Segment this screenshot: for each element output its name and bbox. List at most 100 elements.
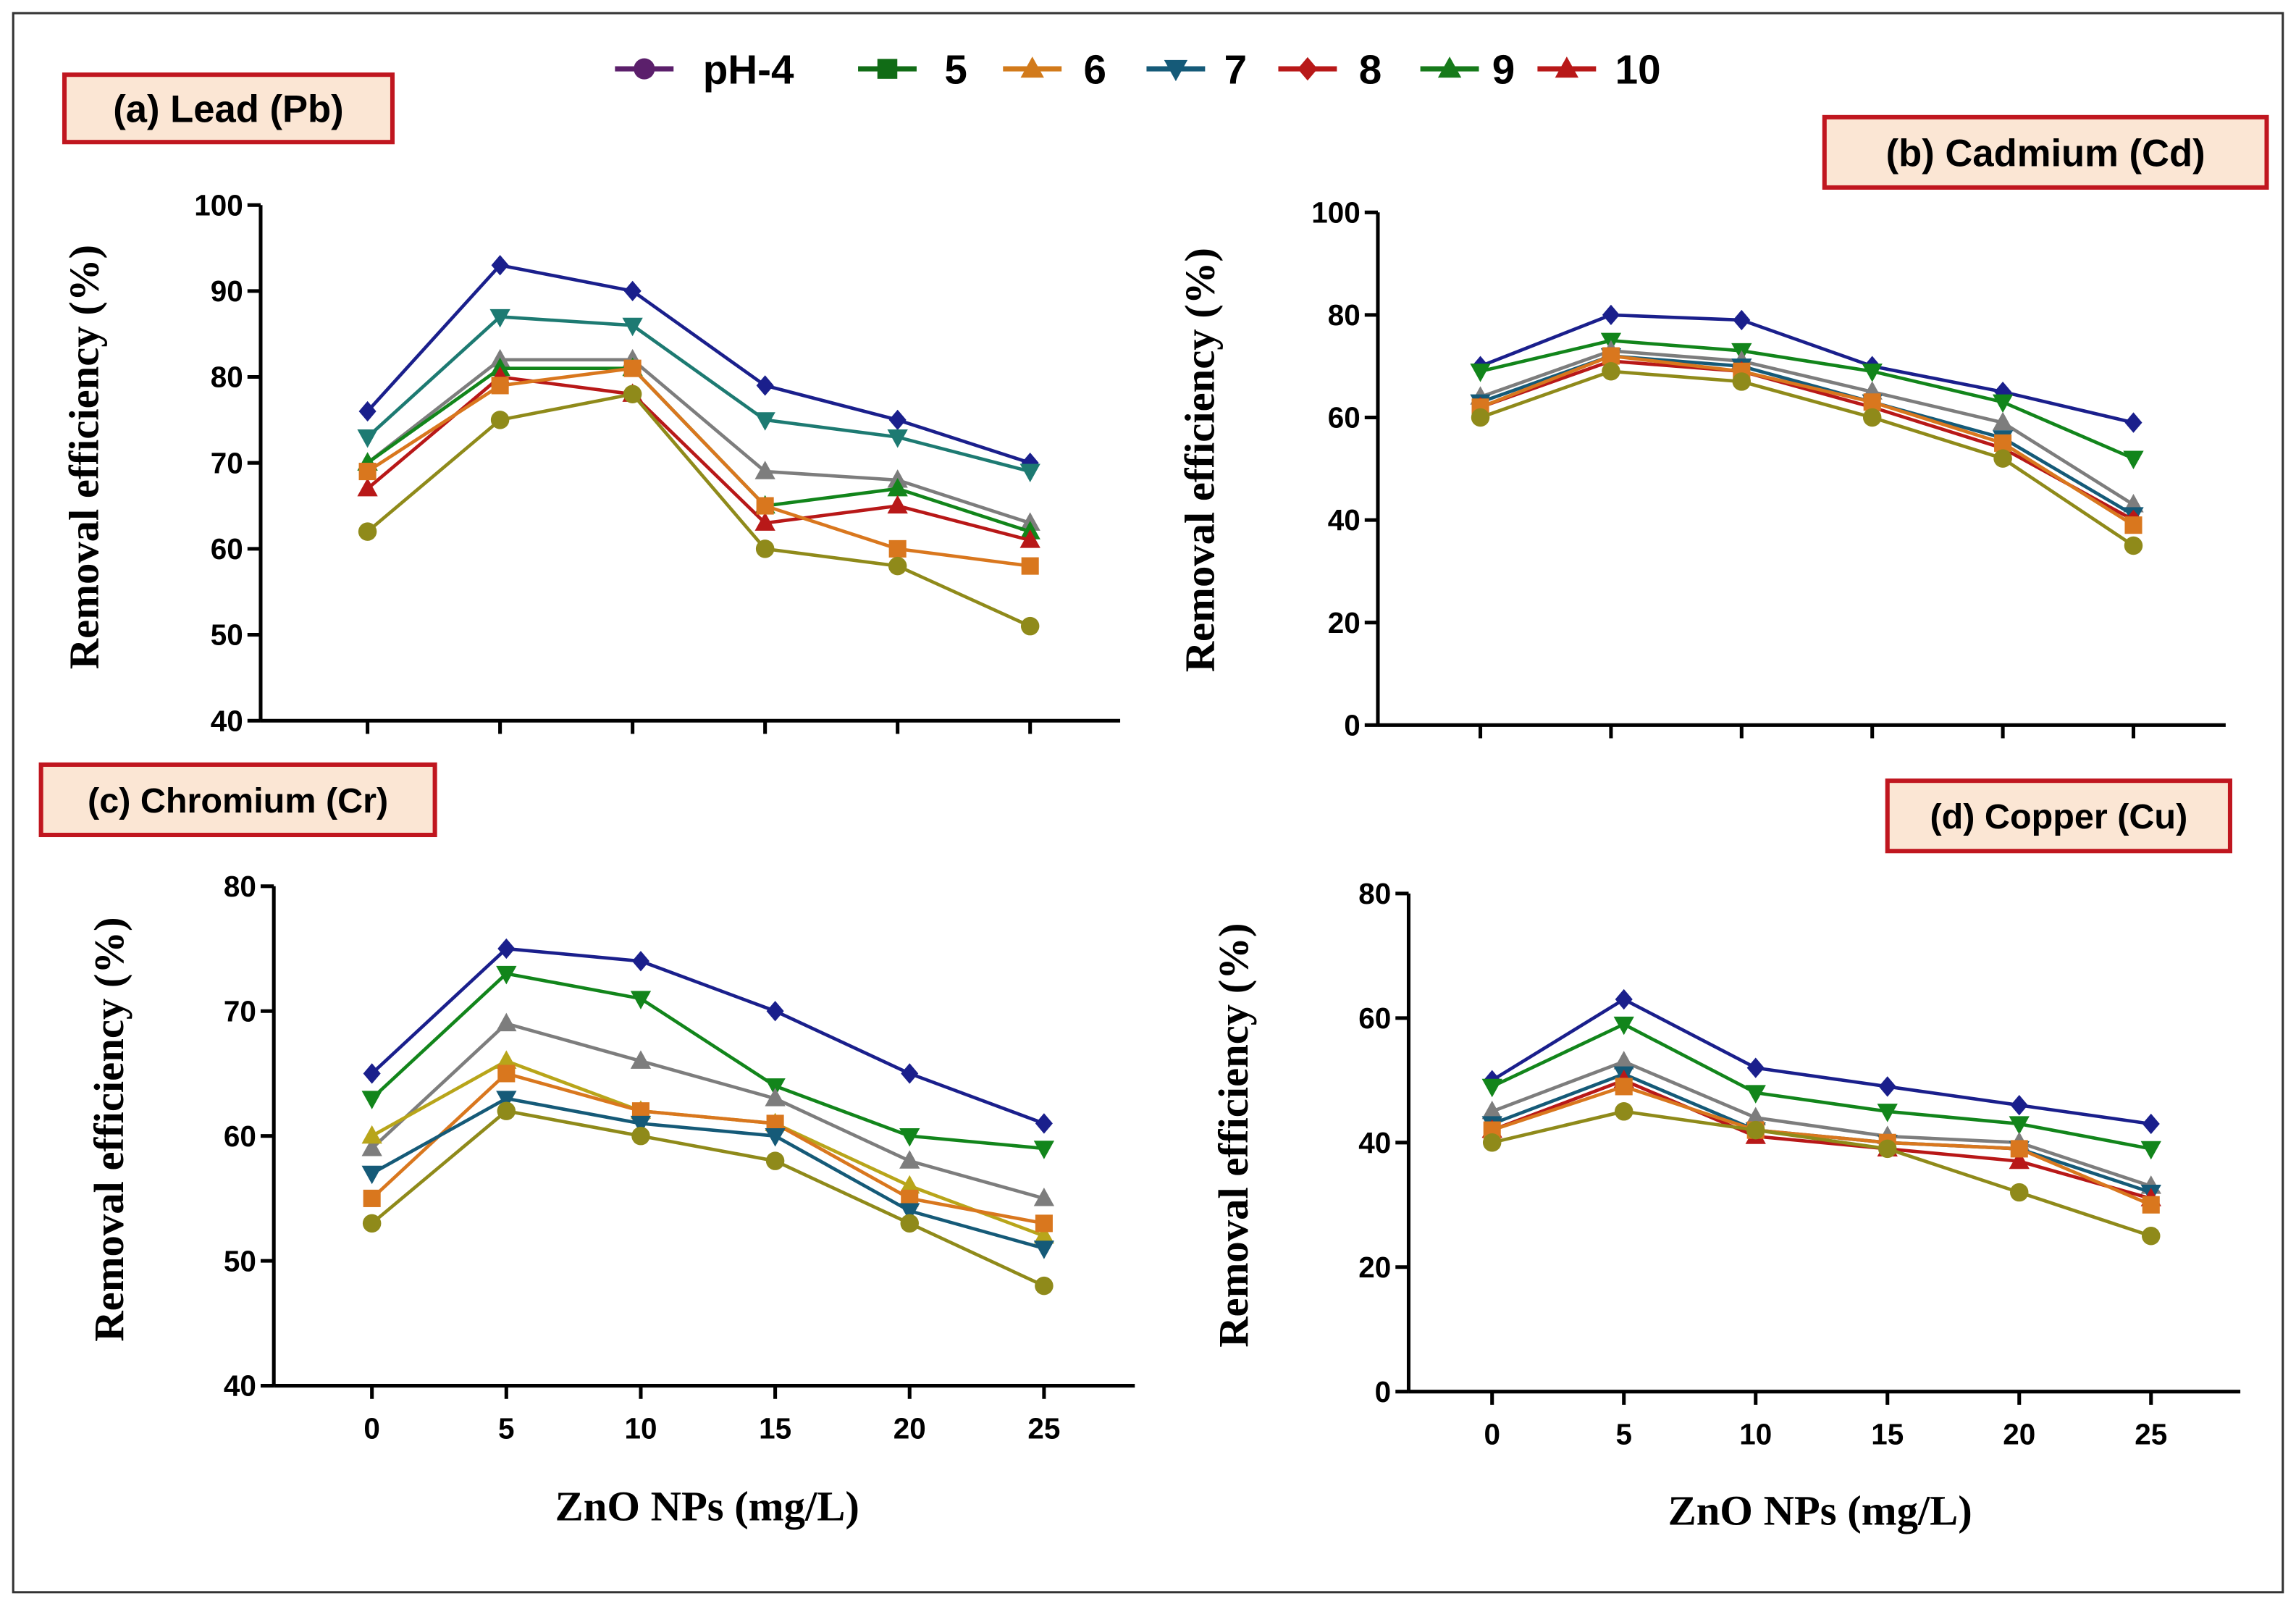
legend-label: 9	[1492, 47, 1515, 93]
x-tick-label: 20	[893, 1411, 926, 1445]
series	[358, 385, 1040, 636]
data-point	[1878, 1139, 1897, 1159]
data-point	[1470, 364, 1491, 382]
legend-label: 7	[1224, 47, 1247, 93]
data-point	[1746, 1057, 1765, 1078]
data-point	[358, 463, 377, 481]
y-tick-label: 60	[1358, 1002, 1391, 1035]
series-line	[1479, 313, 2135, 424]
legend-label: pH-4	[703, 47, 794, 93]
series	[358, 359, 1039, 575]
data-point	[1481, 1078, 1502, 1098]
panel-title: (c) Chromium (Cr)	[88, 781, 388, 820]
panel-copper: (d) Copper (Cu) 0 20 40 60 80 0 5 10 15 20 25 Remova…	[1210, 778, 2241, 1534]
data-point	[2123, 450, 2144, 470]
data-point	[756, 375, 774, 396]
y-tick-label: 80	[1328, 298, 1361, 332]
data-point	[1481, 1100, 1502, 1120]
series	[357, 308, 1040, 482]
data-point	[1471, 408, 1490, 427]
data-point	[2010, 1140, 2028, 1158]
data-point	[623, 385, 642, 404]
data-point	[1746, 1120, 1765, 1140]
data-point	[489, 308, 510, 328]
x-tick-label: 25	[2135, 1417, 2167, 1450]
x-tick-label: 15	[1871, 1417, 1904, 1450]
series-line	[366, 358, 1031, 525]
series	[363, 938, 1053, 1134]
data-point	[623, 359, 642, 377]
y-tick-label: 60	[211, 532, 243, 566]
panel-title-box	[1822, 114, 2269, 190]
legend-item: 7	[1146, 47, 1247, 93]
data-point	[756, 497, 774, 515]
legend-label: 6	[1084, 47, 1106, 93]
data-point	[1863, 393, 1881, 411]
data-point	[887, 477, 908, 497]
x-tick-label: 5	[498, 1411, 514, 1445]
data-point	[1020, 616, 1040, 636]
data-point	[1993, 449, 2012, 468]
data-point	[1615, 1078, 1633, 1096]
data-point	[1732, 372, 1752, 391]
data-point	[900, 1214, 919, 1233]
data-point	[1033, 1225, 1055, 1244]
x-tick-label: 0	[363, 1411, 379, 1445]
y-tick-label: 40	[224, 1369, 256, 1403]
series-line	[371, 946, 1045, 1125]
panel-lead: (a) Lead (Pb) 40 50 60 70 80 90 100 Removal effi…	[61, 72, 1121, 737]
series-line	[371, 1072, 1045, 1225]
data-point	[1602, 304, 1620, 326]
data-point	[1745, 1107, 1766, 1126]
data-point	[363, 1189, 381, 1207]
panel-cadmium: (b) Cadmium (Cd) 0 20 40 60 80 100 Removal effi…	[1176, 114, 2269, 742]
data-point	[630, 1115, 652, 1135]
legend-marker	[1555, 56, 1579, 78]
data-point	[497, 1065, 516, 1083]
series	[358, 255, 1039, 474]
y-tick-label: 0	[1344, 708, 1360, 742]
data-point	[631, 951, 649, 972]
legend-marker	[1437, 56, 1462, 78]
data-point	[765, 1088, 786, 1107]
data-point	[623, 280, 642, 302]
data-point	[2124, 516, 2142, 534]
y-tick-label: 0	[1375, 1375, 1391, 1408]
legend-item: 6	[1003, 47, 1106, 93]
series	[1471, 362, 2143, 555]
panel-title: (b) Cadmium (Cd)	[1886, 132, 2205, 175]
data-point	[496, 1012, 517, 1032]
data-point	[1862, 408, 1882, 427]
data-point	[1745, 1085, 1766, 1104]
legend-marker	[1298, 56, 1318, 81]
data-point	[765, 1128, 786, 1147]
series	[363, 1065, 1053, 1233]
data-point	[1602, 362, 1620, 381]
data-point	[1035, 1113, 1053, 1134]
data-point	[622, 317, 643, 337]
series-line	[366, 263, 1031, 465]
x-tick-label: 20	[2003, 1417, 2035, 1450]
data-point	[496, 1050, 517, 1069]
y-tick-label: 90	[211, 274, 243, 308]
data-point	[1033, 1240, 1055, 1259]
data-point	[887, 429, 908, 448]
data-point	[361, 1165, 382, 1185]
legend-marker	[877, 59, 898, 79]
data-point	[1035, 1276, 1054, 1296]
x-tick-label: 10	[624, 1411, 657, 1445]
series-line	[1479, 359, 2135, 522]
data-point	[1994, 434, 2012, 452]
y-tick-label: 20	[1358, 1251, 1391, 1284]
series	[361, 1012, 1055, 1206]
series-line	[371, 1022, 1045, 1201]
data-point	[901, 1063, 919, 1084]
series	[361, 965, 1055, 1159]
x-tick-label: 25	[1027, 1411, 1060, 1445]
data-point	[754, 412, 775, 431]
data-point	[1613, 1016, 1634, 1036]
legend-item: 5	[858, 47, 967, 93]
series-line	[1492, 1109, 2152, 1238]
